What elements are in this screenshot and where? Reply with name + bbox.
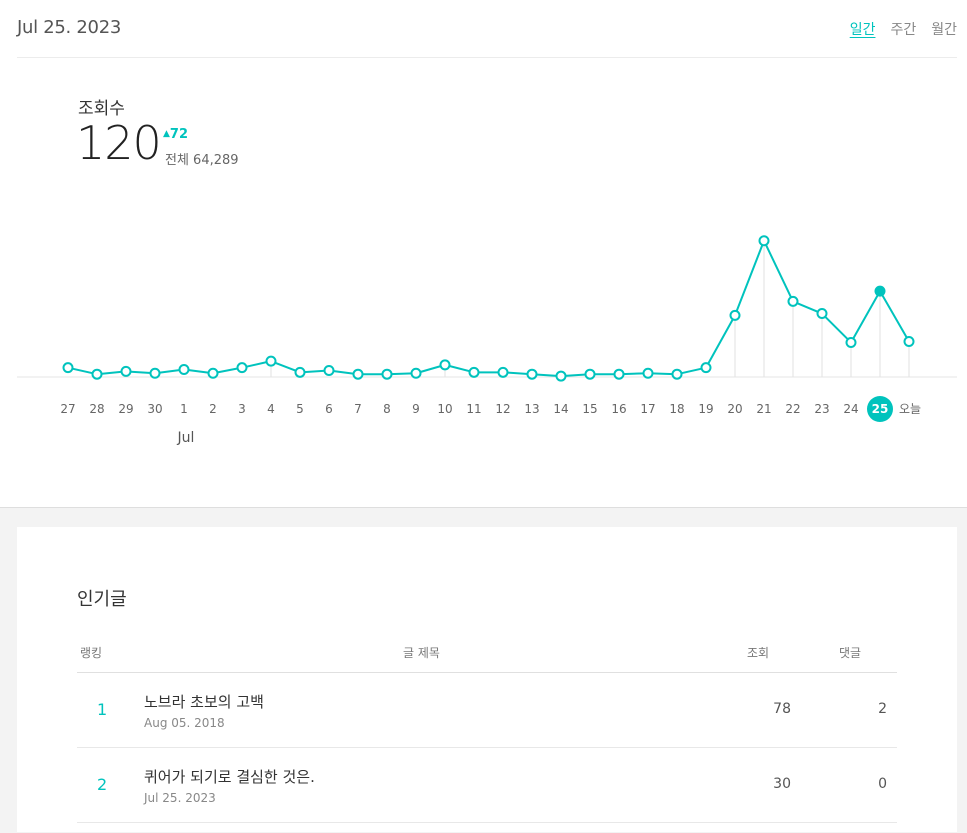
chart-point xyxy=(729,309,741,321)
metric-label: 조회수 xyxy=(78,99,125,119)
column-title: 글 제목 xyxy=(403,646,440,660)
chart-x-tick-label: 8 xyxy=(383,402,391,416)
chart-point xyxy=(62,362,74,374)
chart-point xyxy=(149,367,161,379)
top-bar: Jul 25. 2023 일간 주간 월간 xyxy=(17,0,957,58)
metric-delta: ▲72 xyxy=(163,127,188,142)
chart-x-tick-label: 3 xyxy=(238,402,246,416)
views-line-chart: 27 28 29 30 1 2 3 4 5 6 7 8 9 10 11 12 13 14 15 16 17 18 19 20 2… xyxy=(17,235,957,446)
chart-today-highlight xyxy=(867,396,893,422)
chart-point xyxy=(874,285,886,297)
period-weekly-tab[interactable]: 주간 xyxy=(890,22,917,38)
chart-x-tick-label: 27 xyxy=(60,402,75,416)
chart-point xyxy=(439,359,451,371)
chart-series-line xyxy=(67,239,910,378)
chart-x-tick-label: 7 xyxy=(354,402,362,416)
post-comments: 2 xyxy=(878,701,887,717)
chart-month-label: Jul xyxy=(177,430,195,446)
chart-point xyxy=(671,368,683,380)
chart-x-tick-label: 11 xyxy=(466,402,481,416)
chart-point xyxy=(178,364,190,376)
chart-x-tick-label: 21 xyxy=(756,402,771,416)
chart-x-tick-label: 29 xyxy=(118,402,133,416)
chart-x-tick-label: 17 xyxy=(640,402,655,416)
chart-point xyxy=(613,368,625,380)
post-title-link[interactable]: 퀴어가 되기로 결심한 것은. xyxy=(144,768,315,786)
chart-x-tick-label: 오늘 xyxy=(899,402,921,416)
triangle-up-icon: ▲ xyxy=(163,129,170,139)
chart-x-tick-label: 12 xyxy=(495,402,510,416)
period-daily-tab[interactable]: 일간 xyxy=(849,22,876,38)
table-header: 랭킹 글 제목 조회 댓글 xyxy=(77,637,897,673)
chart-x-tick-label: 16 xyxy=(611,402,626,416)
chart-x-tick-label: 6 xyxy=(325,402,333,416)
chart-x-tick-label: 2 xyxy=(209,402,217,416)
column-rank: 랭킹 xyxy=(80,646,103,660)
chart-x-tick-label: 25 xyxy=(872,402,889,416)
chart-x-tick-label: 19 xyxy=(698,402,713,416)
chart-x-tick-label: 30 xyxy=(147,402,162,416)
post-date: Aug 05. 2018 xyxy=(144,716,225,730)
metric-total: 전체 64,289 xyxy=(165,153,239,168)
period-monthly-tab[interactable]: 월간 xyxy=(931,22,957,38)
chart-x-tick-label: 5 xyxy=(296,402,304,416)
column-views: 조회 xyxy=(747,646,770,660)
chart-point xyxy=(352,368,364,380)
chart-point xyxy=(323,364,335,376)
chart-x-tick-label: 13 xyxy=(524,402,539,416)
table-row[interactable]: 2 퀴어가 되기로 결심한 것은. Jul 25. 2023 30 0 xyxy=(77,748,897,823)
chart-x-tick-label: 24 xyxy=(843,402,858,416)
chart-point xyxy=(236,362,248,374)
chart-point xyxy=(381,368,393,380)
metric-value: 120 xyxy=(76,116,162,170)
chart-point xyxy=(555,370,567,382)
post-views: 78 xyxy=(773,701,791,717)
post-comments: 0 xyxy=(878,776,887,792)
chart-point xyxy=(294,366,306,378)
post-title-link[interactable]: 노브라 초보의 고백 xyxy=(144,693,264,711)
chart-point xyxy=(410,367,422,379)
current-date: Jul 25. 2023 xyxy=(17,17,121,38)
chart-x-tick-label: 28 xyxy=(89,402,104,416)
chart-point xyxy=(816,308,828,320)
chart-point xyxy=(584,368,596,380)
chart-point xyxy=(497,366,509,378)
chart-x-tick-label: 18 xyxy=(669,402,684,416)
chart-point xyxy=(845,336,857,348)
chart-x-tick-label: 15 xyxy=(582,402,597,416)
chart-point xyxy=(787,295,799,307)
chart-point xyxy=(526,368,538,380)
popular-posts-title: 인기글 xyxy=(77,589,127,610)
chart-point xyxy=(903,336,915,348)
chart-x-tick-label: 10 xyxy=(437,402,452,416)
chart-x-tick-label: 23 xyxy=(814,402,829,416)
chart-x-tick-label: 9 xyxy=(412,402,420,416)
chart-point xyxy=(700,362,712,374)
column-comments: 댓글 xyxy=(839,646,862,660)
table-row[interactable]: 1 노브라 초보의 고백 Aug 05. 2018 78 2 xyxy=(77,673,897,748)
chart-point xyxy=(642,367,654,379)
chart-x-tick-label: 1 xyxy=(180,402,188,416)
chart-point xyxy=(91,368,103,380)
period-selector: 일간 주간 월간 xyxy=(850,19,957,39)
row-rank: 2 xyxy=(97,775,108,794)
popular-posts-panel: 인기글 랭킹 글 제목 조회 댓글 1 노브라 초보의 고백 Aug 05. 2… xyxy=(17,527,957,832)
post-date: Jul 25. 2023 xyxy=(144,791,216,805)
metric-delta-value: 72 xyxy=(169,127,189,142)
chart-x-tick-label: 4 xyxy=(267,402,275,416)
chart-x-tick-label: 14 xyxy=(553,402,568,416)
chart-point xyxy=(265,355,277,367)
chart-point xyxy=(468,366,480,378)
chart-x-tick-label: 22 xyxy=(785,402,800,416)
chart-point xyxy=(120,365,132,377)
chart-x-tick-label: 20 xyxy=(727,402,742,416)
post-views: 30 xyxy=(773,776,791,792)
chart-point xyxy=(207,367,219,379)
chart-point xyxy=(758,235,770,247)
row-rank: 1 xyxy=(97,700,108,719)
